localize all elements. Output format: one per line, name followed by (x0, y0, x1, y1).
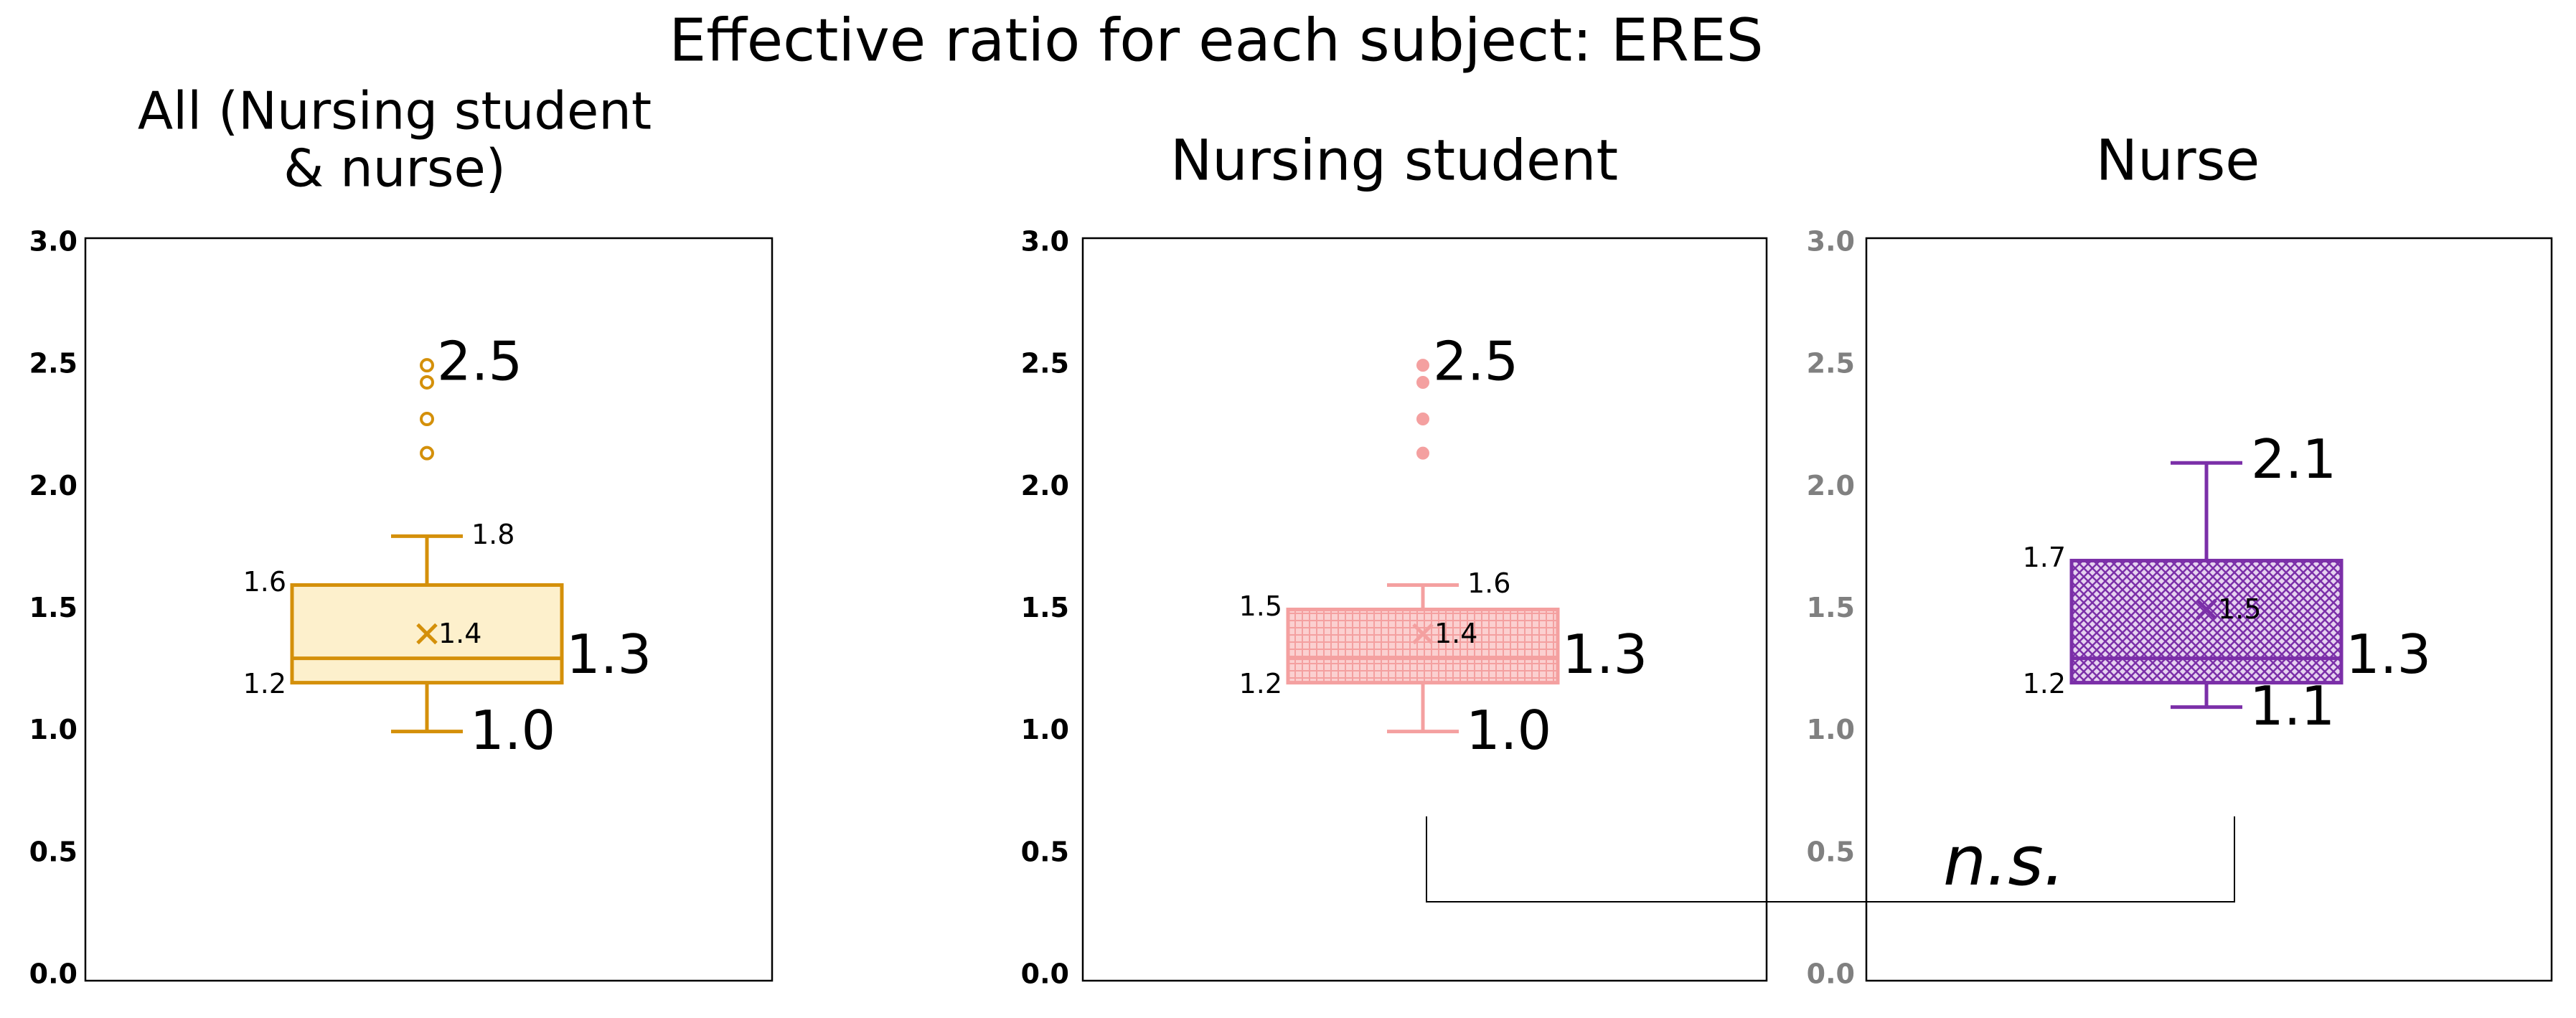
max-label: 2.1 (2251, 428, 2336, 491)
q1-label: 1.2 (243, 668, 286, 699)
y-tick-label: 2.5 (29, 348, 77, 380)
median-label: 1.3 (2346, 623, 2431, 686)
y-tick-label: 0.5 (29, 836, 77, 867)
min-label: 1.0 (470, 699, 555, 762)
max-label: 1.8 (471, 519, 514, 550)
y-tick-label: 3.0 (1807, 226, 1855, 258)
y-tick-label: 2.5 (1021, 348, 1069, 380)
plot-frame (1865, 237, 2553, 982)
y-tick-label: 1.5 (1021, 592, 1069, 623)
significance-label: n.s. (1943, 822, 2065, 901)
mean-marker (1412, 623, 1434, 645)
plot-frame (1081, 237, 1768, 982)
min-label: 1.0 (1466, 699, 1551, 762)
y-tick-label: 0.5 (1021, 836, 1069, 867)
min-label: 1.1 (2250, 674, 2335, 737)
plot-frame (84, 237, 774, 982)
mean-label: 1.4 (438, 618, 481, 649)
y-tick-label: 0.0 (1021, 958, 1069, 990)
outlier (1416, 375, 1429, 389)
significance-bracket (1426, 816, 2235, 902)
y-tick-label: 2.0 (1807, 470, 1855, 501)
median-label: 1.3 (1562, 623, 1647, 686)
q3-label: 1.5 (1239, 590, 1282, 622)
y-tick-label: 1.5 (29, 592, 77, 623)
q1-label: 1.2 (1239, 668, 1282, 699)
outlier (420, 412, 434, 427)
outlier (1416, 446, 1429, 460)
outlier (1416, 359, 1429, 372)
outlier-label: 2.5 (1433, 330, 1518, 393)
mean-label: 1.5 (2218, 593, 2261, 625)
y-tick-label: 1.0 (1807, 714, 1855, 745)
panel-title: & nurse) (283, 138, 506, 199)
y-tick-label: 1.5 (1807, 592, 1855, 623)
median-label: 1.3 (566, 623, 652, 686)
box-plot (2069, 461, 2344, 710)
mean-label: 1.4 (1434, 618, 1477, 649)
main-title: Effective ratio for each subject: ERES (669, 6, 1763, 75)
mean-marker (2196, 598, 2217, 621)
y-tick-label: 0.5 (1807, 836, 1855, 867)
q3-label: 1.6 (243, 566, 286, 598)
box-plot (1286, 359, 1560, 734)
y-tick-label: 3.0 (1021, 226, 1069, 258)
box-plot (290, 358, 564, 734)
outlier (1416, 413, 1429, 426)
q3-label: 1.7 (2023, 542, 2066, 573)
y-tick-label: 1.0 (29, 714, 77, 745)
y-tick-label: 0.0 (29, 958, 77, 990)
q1-label: 1.2 (2023, 668, 2066, 699)
panel-title: Nurse (2096, 128, 2260, 193)
max-label: 1.6 (1467, 567, 1510, 599)
y-tick-label: 3.0 (29, 226, 77, 258)
outlier (420, 446, 434, 461)
outlier-label: 2.5 (437, 330, 522, 393)
mean-marker (416, 623, 438, 645)
outlier (420, 374, 434, 390)
y-tick-label: 2.0 (29, 470, 77, 501)
y-tick-label: 1.0 (1021, 714, 1069, 745)
panel-title: Nursing student (1170, 128, 1618, 193)
box (2069, 558, 2344, 685)
outlier (420, 358, 434, 373)
box (1286, 608, 1560, 685)
y-tick-label: 2.0 (1021, 470, 1069, 501)
y-tick-label: 0.0 (1807, 958, 1855, 990)
panel-title: All (Nursing student (138, 81, 652, 141)
y-tick-label: 2.5 (1807, 348, 1855, 380)
